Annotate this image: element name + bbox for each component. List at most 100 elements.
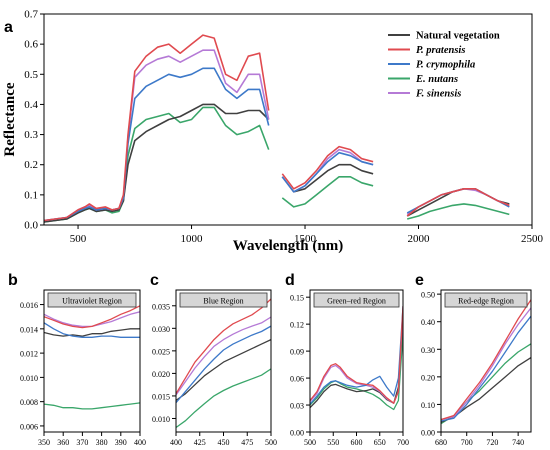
- y-tick-label: 0.6: [24, 39, 38, 51]
- x-tick-label: 425: [194, 438, 206, 447]
- series-line-natural-vegetation: [406, 188, 510, 217]
- y-tick-label: 0.010: [20, 374, 38, 383]
- y-tick-label: 0.020: [152, 370, 170, 379]
- plot-frame: [43, 13, 533, 226]
- y-tick-label: 0.09: [290, 348, 304, 357]
- y-tick-label: 0.025: [152, 347, 170, 356]
- x-tick-label: 720: [486, 438, 498, 447]
- series-group: [44, 305, 140, 410]
- x-tick-label: 380: [96, 438, 108, 447]
- y-axis-label: Reflectance: [2, 82, 18, 156]
- plot-frame: [440, 289, 532, 433]
- y-tick-label: 0.035: [152, 302, 170, 311]
- y-tick-label: 0.2: [24, 159, 38, 171]
- series-line-e-nutans: [281, 176, 374, 208]
- y-tick-label: 0.5: [24, 69, 38, 81]
- series-line-natural-vegetation: [441, 357, 531, 423]
- x-tick-label: 400: [170, 438, 182, 447]
- series-group: [176, 298, 271, 429]
- x-tick-label: 400: [134, 438, 146, 447]
- panel-letter: b: [8, 272, 18, 289]
- series-line-e-nutans: [441, 343, 531, 425]
- x-tick-label: 390: [115, 438, 127, 447]
- series-line-f-sinensis: [44, 49, 270, 222]
- y-tick-label: 0.50: [421, 291, 435, 300]
- x-tick-label: 2500: [521, 233, 544, 245]
- series-line-e-nutans: [406, 203, 510, 220]
- series-line-p-crymophila: [406, 188, 510, 214]
- y-tick-label: 0.15: [290, 294, 304, 303]
- x-tick-label: 1000: [181, 233, 204, 245]
- x-tick-label: 360: [57, 438, 69, 447]
- chart-panel-e: e 680 700 720 740 0.00 0.10 0.20 0.30 0.40 0.50 Red…: [415, 272, 532, 447]
- subplot-title: Blue Region: [203, 297, 243, 306]
- subplot-title-box: [179, 292, 268, 308]
- series-line-e-nutans: [44, 402, 140, 410]
- chart-panel-c: c 400 425 450 475 500 0.010 0.015 0.020 0.025 0.03…: [150, 272, 277, 447]
- x-tick-label: 475: [241, 438, 253, 447]
- y-tick-label: 0.3: [24, 129, 38, 141]
- x-axis-label: Wavelength (nm): [233, 238, 343, 254]
- series-group: [441, 299, 531, 425]
- legend: Natural vegetation P. pratensis P. crymoph…: [388, 31, 500, 100]
- series-line-p-crymophila: [44, 67, 270, 222]
- y-tick-label: 0.012: [20, 350, 38, 359]
- panel-letter: d: [285, 272, 295, 289]
- y-tick-label: 0.10: [421, 401, 435, 410]
- series-line-f-sinensis: [441, 307, 531, 421]
- series-line-natural-vegetation: [310, 315, 403, 409]
- chart-panel-b: b 350 360 370 380 390 400 0.006 0.008 0.010 0.012 0…: [8, 272, 146, 447]
- y-tick-label: 0.1: [24, 189, 38, 201]
- panel-letter: a: [4, 19, 13, 36]
- subplot-title-box: [47, 292, 137, 308]
- y-tick-label: 0.016: [20, 301, 38, 310]
- x-tick-label: 500: [304, 438, 316, 447]
- x-tick-label: 700: [461, 438, 473, 447]
- y-tick-label: 0.008: [20, 398, 38, 407]
- subplot-title-box: [313, 292, 400, 308]
- y-tick-label: 0.030: [152, 325, 170, 334]
- x-tick-label: 450: [218, 438, 230, 447]
- series-line-e-nutans: [310, 333, 403, 411]
- y-tick-label: 0.30: [421, 346, 435, 355]
- y-tick-label: 0.00: [421, 429, 435, 438]
- x-tick-label: 680: [435, 438, 447, 447]
- series-line-p-crymophila: [176, 325, 271, 404]
- x-tick-label: 1500: [294, 233, 317, 245]
- subplot-title: Ultraviolet Region: [62, 297, 122, 306]
- series-line-p-pratensis: [44, 34, 270, 222]
- series-line-f-sinensis: [176, 316, 271, 396]
- series-line-natural-vegetation: [44, 328, 140, 337]
- legend-label: E. nutans: [415, 74, 458, 85]
- chart-panel-a: a 500 1000 1500 2000 2500 0.0 0.1 0.2 0.3 0.4 0.5 0.…: [2, 9, 544, 255]
- chart-panel-d: d 500 550 600 650 700 0.00 0.03 0.06 0.09 0.12 0.15…: [285, 272, 409, 447]
- legend-label: F. sinensis: [415, 89, 461, 100]
- series-line-p-pratensis: [441, 299, 531, 421]
- panel-letter: c: [150, 272, 159, 289]
- y-tick-label: 0.20: [421, 373, 435, 382]
- y-tick-label: 0.12: [290, 321, 304, 330]
- x-tick-label: 370: [76, 438, 88, 447]
- x-tick-label: 740: [512, 438, 524, 447]
- series-line-p-crymophila: [281, 151, 374, 193]
- legend-label: P. crymophila: [416, 60, 475, 71]
- series-line-p-pratensis: [406, 188, 510, 217]
- y-tick-label: 0.015: [152, 392, 170, 401]
- plot-frame: [309, 289, 404, 433]
- series-line-e-nutans: [44, 106, 270, 223]
- series-line-p-pratensis: [310, 306, 403, 404]
- series-line-p-crymophila: [44, 322, 140, 338]
- y-tick-label: 0.0: [24, 220, 38, 232]
- y-tick-label: 0.40: [421, 318, 435, 327]
- x-tick-label: 350: [38, 438, 50, 447]
- subplot-title: Red-edge Region: [458, 297, 514, 306]
- y-tick-label: 0.006: [20, 422, 38, 431]
- x-tick-label: 2000: [408, 233, 431, 245]
- y-tick-label: 0.010: [152, 415, 170, 424]
- subplot-title-box: [444, 292, 528, 308]
- series-line-p-crymophila: [310, 306, 403, 405]
- series-line-f-sinensis: [44, 311, 140, 328]
- series-line-p-pratensis: [44, 305, 140, 329]
- series-line-p-pratensis: [281, 145, 374, 190]
